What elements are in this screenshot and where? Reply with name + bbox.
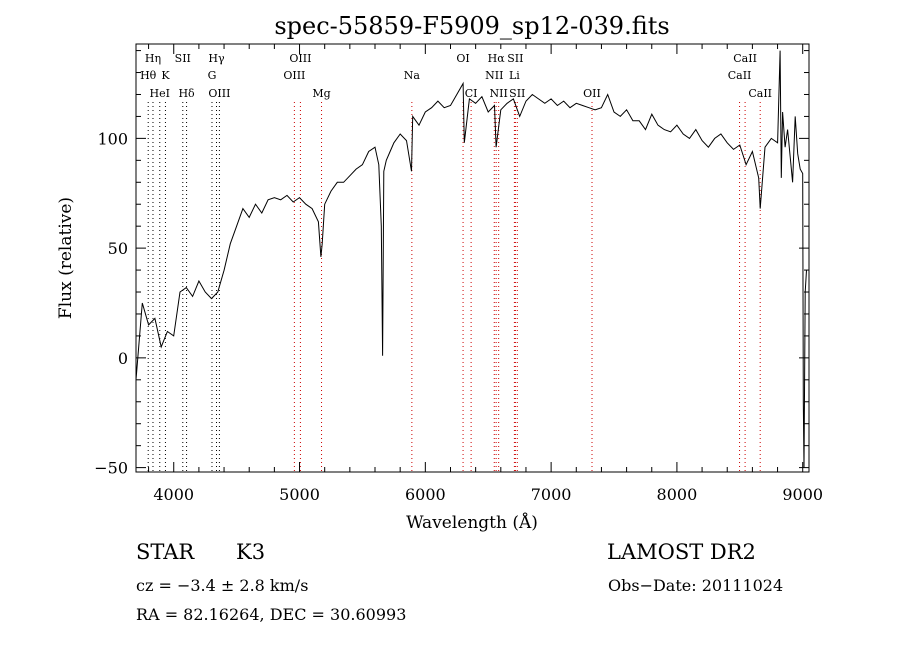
x-tick-label: 9000 <box>782 485 823 504</box>
x-tick-label: 6000 <box>405 485 446 504</box>
spectral-line-label: OIII <box>208 87 230 100</box>
x-axis: 4000 5000 6000 7000 8000 9000 <box>148 44 823 504</box>
observation-date: Obs−Date: 20111024 <box>608 576 783 595</box>
spectral-line-label: SII <box>507 52 523 65</box>
plot-frame <box>135 43 810 473</box>
spectral-line-label: SII <box>509 87 525 100</box>
spectral-line-label: Hα <box>488 52 506 65</box>
y-tick-label: 100 <box>97 129 128 148</box>
spectral-line-label: OII <box>583 87 601 100</box>
redshift-readout: cz = −3.4 ± 2.8 km/s <box>136 576 308 595</box>
coordinates-readout: RA = 82.16264, DEC = 30.60993 <box>136 605 406 624</box>
y-axis: −50 0 50 100 <box>94 50 809 478</box>
spectral-line-label: CaII <box>728 69 752 82</box>
spectral-line-label: OIII <box>289 52 311 65</box>
x-tick-label: 7000 <box>531 485 572 504</box>
spectral-line-label: G <box>208 69 217 82</box>
spectral-line-label: NII <box>485 69 503 82</box>
spectral-line-label: OIII <box>283 69 305 82</box>
y-axis-label: Flux (relative) <box>56 197 76 319</box>
spectral-line-label: Mg <box>312 87 330 100</box>
spectral-line-label: Hδ <box>178 87 195 100</box>
spectral-line-label: SII <box>175 52 191 65</box>
spectral-line-label: Li <box>509 69 520 82</box>
spectral-line-label: Na <box>404 69 421 82</box>
y-tick-label: −50 <box>94 459 128 478</box>
x-tick-label: 8000 <box>657 485 698 504</box>
spectral-line-label: NII <box>490 87 508 100</box>
spectral-line-label: OI <box>456 52 469 65</box>
y-tick-label: 50 <box>108 239 128 258</box>
spectral-line-label: CaII <box>748 87 772 100</box>
y-tick-label: 0 <box>118 349 128 368</box>
object-class: STAR <box>136 540 195 564</box>
survey-name: LAMOST DR2 <box>607 540 756 564</box>
spectral-line-label: CI <box>465 87 478 100</box>
x-tick-label: 5000 <box>279 485 320 504</box>
spectral-line-label: Hγ <box>208 52 225 65</box>
spectral-line-label: Hη <box>145 52 161 65</box>
spectral-line-label: HeI <box>150 87 170 100</box>
spectral-line-label: CaII <box>733 52 757 65</box>
chart-title: spec-55859-F5909_sp12-039.fits <box>274 12 669 40</box>
spectral-line-label: Hθ <box>140 69 157 82</box>
x-tick-label: 4000 <box>153 485 194 504</box>
spectral-line-label: K <box>161 69 170 82</box>
object-subclass: K3 <box>236 540 265 564</box>
spectrum-series-line <box>135 50 807 468</box>
x-axis-label: Wavelength (Å) <box>406 512 538 533</box>
spectral-line-markers <box>147 102 761 472</box>
